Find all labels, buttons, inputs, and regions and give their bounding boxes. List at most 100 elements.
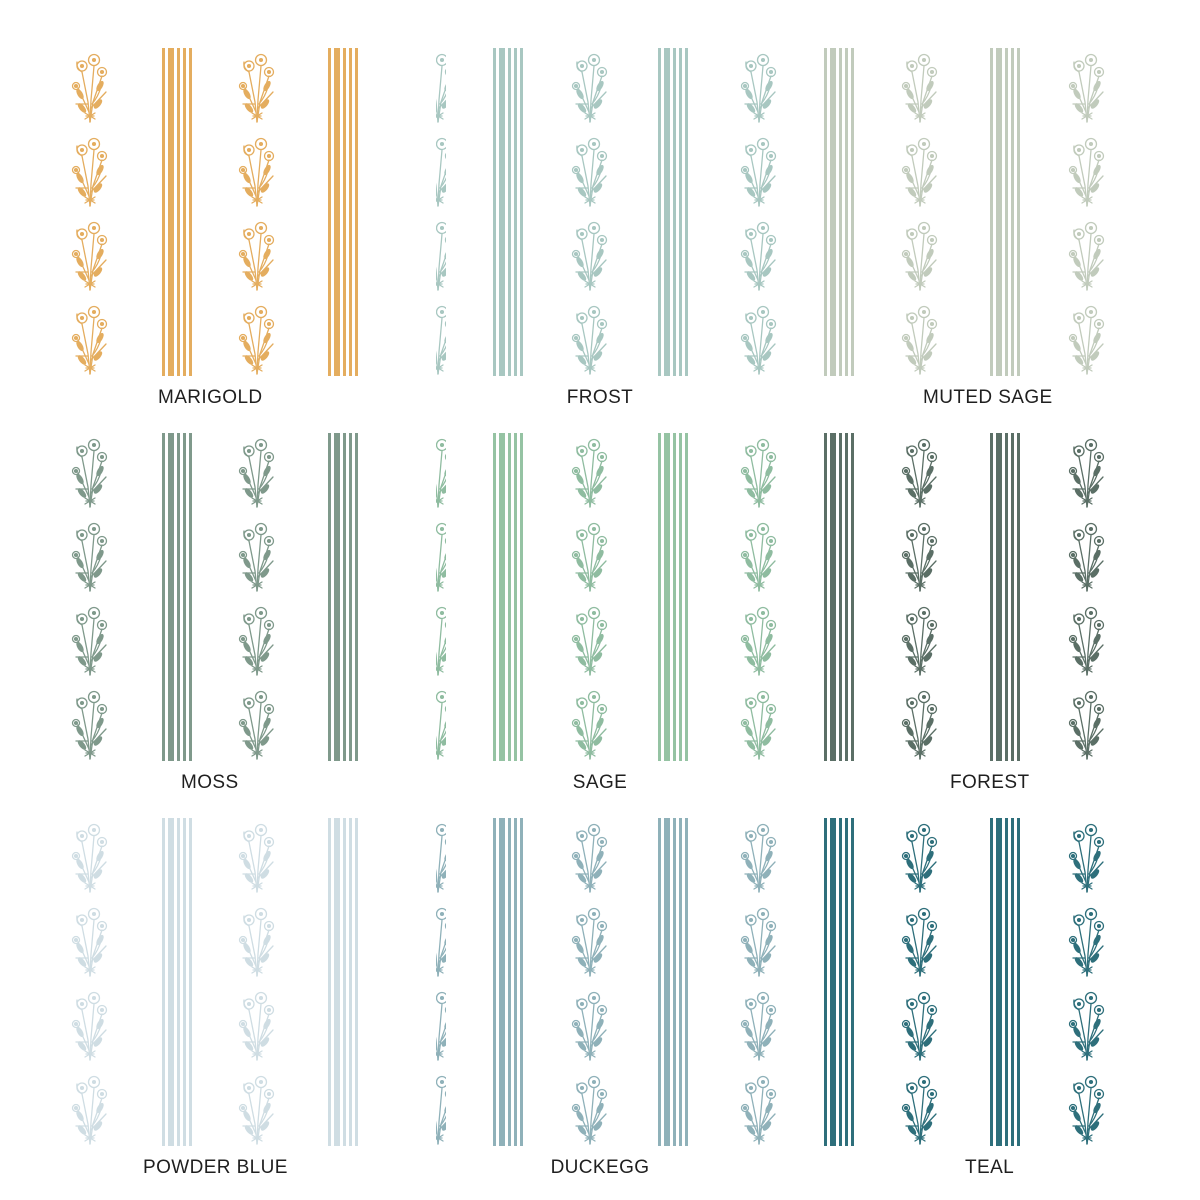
color-swatch: FROST [400, 0, 800, 408]
stripe-line [824, 48, 827, 376]
flower-bouquet-icon [740, 137, 777, 207]
flower-bouquet-icon [901, 1075, 938, 1145]
stripe-line [845, 818, 848, 1146]
swatch-label: DUCKEGG [550, 1157, 650, 1178]
flower-bouquet-icon [238, 1075, 275, 1145]
stripe-line [658, 818, 661, 1146]
bouquet-column [1065, 427, 1109, 763]
stripe-line [679, 818, 682, 1146]
bouquet-column [1065, 812, 1109, 1148]
flower-bouquet-icon [71, 1075, 108, 1145]
flower-bouquet-icon [740, 991, 777, 1061]
stripe-line [830, 433, 836, 761]
stripe-line [1005, 818, 1008, 1146]
swatch-label: TEAL [965, 1157, 1015, 1178]
flower-bouquet-icon [436, 137, 446, 207]
flower-bouquet-icon [71, 823, 108, 893]
stripe-line [499, 48, 505, 376]
flower-bouquet-icon [71, 991, 108, 1061]
stripe-line [673, 48, 676, 376]
ticking-stripe [328, 433, 358, 761]
flower-bouquet-icon [571, 438, 608, 508]
bouquet-column [568, 427, 612, 763]
stripe-line [685, 48, 688, 376]
flower-bouquet-icon [71, 137, 108, 207]
stripe-line [1017, 48, 1020, 376]
stripe-line [168, 818, 174, 1146]
stripe-line [1017, 818, 1020, 1146]
ticking-stripe [493, 48, 523, 376]
stripe-line [183, 48, 186, 376]
bouquet-column [436, 812, 446, 1148]
flower-bouquet-icon [1068, 305, 1105, 375]
bouquet-column [436, 427, 446, 763]
flower-bouquet-icon [436, 690, 446, 760]
flower-bouquet-icon [901, 606, 938, 676]
flower-bouquet-icon [740, 53, 777, 123]
stripe-line [183, 818, 186, 1146]
flower-bouquet-icon [571, 522, 608, 592]
flower-bouquet-icon [436, 907, 446, 977]
flower-bouquet-icon [436, 991, 446, 1061]
stripe-line [1005, 48, 1008, 376]
ticking-stripe [824, 48, 854, 376]
flower-bouquet-icon [436, 221, 446, 291]
flower-bouquet-icon [901, 690, 938, 760]
ticking-stripe [162, 433, 192, 761]
stripe-line [334, 818, 340, 1146]
flower-bouquet-icon [436, 823, 446, 893]
stripe-line [830, 48, 836, 376]
stripe-line [508, 818, 511, 1146]
color-swatch: MUTED SAGE [800, 0, 1200, 408]
stripe-line [343, 433, 346, 761]
stripe-line [168, 433, 174, 761]
flower-bouquet-icon [571, 53, 608, 123]
stripe-line [685, 818, 688, 1146]
flower-bouquet-icon [436, 438, 446, 508]
stripe-line [183, 433, 186, 761]
flower-bouquet-icon [571, 690, 608, 760]
flower-bouquet-icon [436, 53, 446, 123]
stripe-line [520, 433, 523, 761]
pattern-preview [400, 770, 800, 1150]
flower-bouquet-icon [436, 305, 446, 375]
color-swatch: FOREST [800, 385, 1200, 793]
flower-bouquet-icon [740, 1075, 777, 1145]
flower-bouquet-icon [238, 907, 275, 977]
flower-bouquet-icon [740, 823, 777, 893]
flower-bouquet-icon [571, 606, 608, 676]
stripe-line [1011, 818, 1014, 1146]
flower-bouquet-icon [901, 53, 938, 123]
stripe-line [493, 818, 496, 1146]
flower-bouquet-icon [901, 522, 938, 592]
stripe-line [189, 433, 192, 761]
flower-bouquet-icon [571, 823, 608, 893]
stripe-line [1011, 48, 1014, 376]
stripe-line [177, 818, 180, 1146]
stripe-line [343, 48, 346, 376]
ticking-stripe [824, 433, 854, 761]
flower-bouquet-icon [571, 221, 608, 291]
pattern-preview [0, 770, 400, 1150]
flower-bouquet-icon [740, 305, 777, 375]
flower-bouquet-icon [571, 137, 608, 207]
flower-bouquet-icon [740, 690, 777, 760]
flower-bouquet-icon [436, 606, 446, 676]
stripe-line [839, 818, 842, 1146]
flower-bouquet-icon [1068, 1075, 1105, 1145]
stripe-line [355, 818, 358, 1146]
flower-bouquet-icon [901, 991, 938, 1061]
color-swatch: MOSS [0, 385, 400, 793]
stripe-line [996, 818, 1002, 1146]
swatch-label: MUTED SAGE [923, 387, 1053, 408]
flower-bouquet-icon [1068, 221, 1105, 291]
ticking-stripe [658, 818, 688, 1146]
flower-bouquet-icon [1068, 137, 1105, 207]
swatch-label: MARIGOLD [158, 387, 263, 408]
swatch-label: FROST [566, 387, 634, 408]
flower-bouquet-icon [1068, 522, 1105, 592]
stripe-line [824, 433, 827, 761]
stripe-line [162, 818, 165, 1146]
stripe-line [658, 48, 661, 376]
stripe-line [334, 433, 340, 761]
